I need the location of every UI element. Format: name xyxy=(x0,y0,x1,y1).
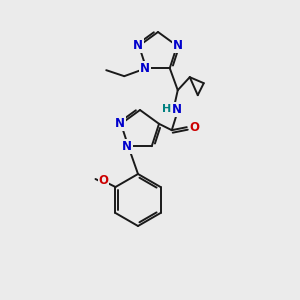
Text: N: N xyxy=(173,39,183,52)
Text: N: N xyxy=(122,140,132,153)
Text: N: N xyxy=(133,39,143,52)
Text: H: H xyxy=(162,104,171,114)
Text: N: N xyxy=(140,62,150,75)
Text: N: N xyxy=(172,103,182,116)
Text: N: N xyxy=(115,117,125,130)
Text: O: O xyxy=(98,175,109,188)
Text: O: O xyxy=(190,121,200,134)
